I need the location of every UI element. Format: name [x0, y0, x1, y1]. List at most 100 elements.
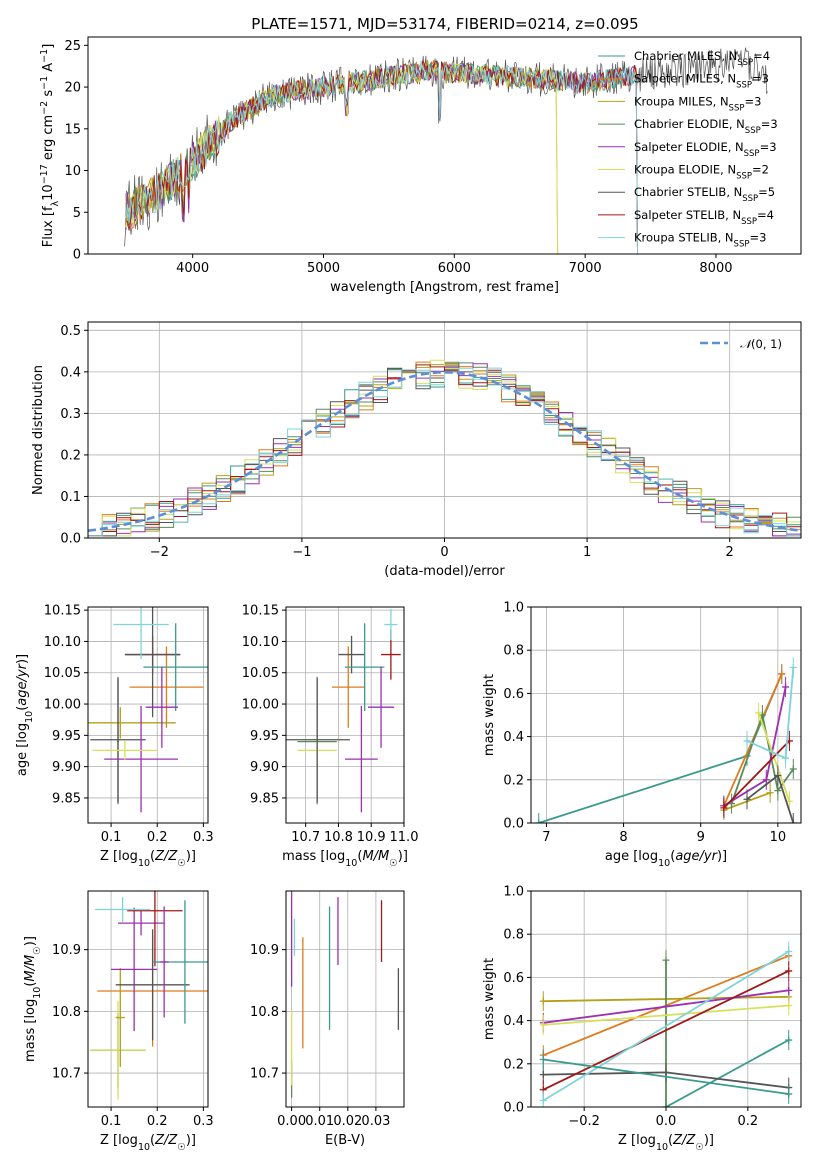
- histogram-series-line: [88, 367, 801, 537]
- y-axis-label: Flux [fλ10−17 erg cm−2 s−1 A−1]: [39, 44, 61, 248]
- x-tick-label: 7: [542, 830, 550, 845]
- figure-title: PLATE=1571, MJD=53174, FIBERID=0214, z=0…: [251, 15, 638, 33]
- weight-lines: [535, 657, 797, 823]
- normal-reference-curve: [88, 370, 801, 532]
- errorbar-point: [159, 906, 169, 1018]
- panel-mass-weight-vs-Z: −0.2 0.0 0.2 0.0 0.2 0.4 0.6 0.8 1.0 Z [log10(Z/Z…: [482, 885, 802, 1153]
- y-tick-label: 10: [64, 164, 81, 179]
- plot-frame: [87, 606, 209, 824]
- y-axis-label: Normed distribution: [31, 365, 46, 495]
- x-tick-label: 4000: [176, 261, 209, 276]
- x-axis-label: mass [log10(M/M☉)]: [282, 849, 408, 869]
- y-tick-label: 9.95: [52, 729, 81, 744]
- errorbar-point: [90, 1000, 146, 1100]
- y-tick-label: 0.0: [60, 532, 81, 547]
- weight-series-line: [723, 686, 787, 807]
- errorbar-point: [345, 705, 378, 813]
- errorbar-point: [115, 929, 190, 1041]
- y-tick-label: 10.00: [44, 698, 81, 713]
- legend-entry-main: Salpeter MILES, N: [634, 72, 736, 86]
- y-axis-label-part: age/yr: [15, 662, 30, 705]
- y-tick-label: 0.2: [503, 1057, 524, 1072]
- y-axis-label: mass weight: [482, 958, 497, 1040]
- weight-series-line: [542, 950, 790, 1102]
- y-tick-label: 0.1: [60, 490, 81, 505]
- errorbar-points: [90, 891, 208, 1100]
- spectrum-series-line: [125, 60, 638, 254]
- x-axis-label-part: )]: [704, 1133, 714, 1148]
- histogram-lines: [88, 359, 801, 537]
- panel-mass-vs-Z: 0.1 0.2 0.310.710.810.9Z [log10(Z/Z☉)]mass…: [23, 890, 214, 1153]
- histogram-series-line: [88, 359, 801, 537]
- y-tick-label: 10.05: [242, 666, 279, 681]
- y-tick-label: 0.3: [60, 407, 81, 422]
- legend-entry-main: Salpeter ELODIE, N: [634, 140, 744, 154]
- x-axis-label-part: (: [670, 849, 675, 864]
- legend-entry: Kroupa MILES, NSSP=3: [634, 94, 761, 113]
- x-tick-label: 0.1: [101, 1114, 122, 1129]
- errorbar-point: [94, 897, 151, 922]
- x-tick-label: 0.3: [193, 1114, 214, 1129]
- legend-entry-tail: =3: [752, 72, 769, 86]
- y-tick-label: 0.2: [60, 448, 81, 463]
- y-tick-label: 10.05: [44, 666, 81, 681]
- y-tick-label: 5: [73, 206, 81, 221]
- panel-age-vs-Z: 0.1 0.2 0.3 9.85 9.90 9.95 10.00 10.05 10.10 10.1…: [15, 604, 214, 869]
- legend-entry-tail: =3: [761, 117, 778, 131]
- weight-series-line: [543, 1004, 789, 1026]
- panel-spectrum: 4000 5000 6000 7000 8000 0 5 10 15 20 25 wavelength…: [39, 36, 802, 295]
- errorbar-point: [90, 677, 146, 803]
- x-tick-label: −2: [150, 545, 169, 560]
- plots-layer: 4000 5000 6000 7000 80000510152025wavelength…: [15, 36, 802, 1153]
- y-axis-label-part: 10: [24, 711, 35, 723]
- errorbar-point: [92, 740, 158, 760]
- x-axis-label-part: Z [log: [100, 1133, 138, 1148]
- x-axis-label-part: 10: [656, 1142, 668, 1153]
- x-axis-label-part: )]: [186, 849, 196, 864]
- plot-frame: [530, 606, 802, 824]
- y-axis-label-part: ]: [41, 44, 56, 49]
- x-axis-label-part: Z/Z: [154, 849, 178, 864]
- legend-entry-sub: SSP: [729, 103, 745, 113]
- legend-entry-main: Chabrier MILES, N: [634, 49, 737, 63]
- x-axis-label-part: Z/Z: [154, 1133, 178, 1148]
- errorbar-points: [290, 891, 400, 1098]
- y-axis-label: age [log10(age/yr)]: [15, 654, 35, 776]
- legend-entry: Chabrier STELIB, NSSP=5: [634, 185, 775, 204]
- y-axis-label-part: A: [41, 63, 56, 76]
- y-axis-label-part: −17: [39, 164, 50, 184]
- y-axis-label-part: ☉: [32, 946, 43, 955]
- y-axis-label-part: age [log: [15, 723, 30, 776]
- errorbar-point: [143, 623, 208, 711]
- legend-entry-sub: SSP: [742, 194, 758, 204]
- legend-entry-sub: SSP: [737, 58, 753, 68]
- x-tick-label: 8: [619, 830, 627, 845]
- x-tick-label: 8000: [699, 261, 732, 276]
- legend-entry-sub: SSP: [744, 149, 760, 159]
- y-tick-label: 1.0: [503, 601, 524, 616]
- y-tick-label: 0.2: [503, 773, 524, 788]
- errorbar-points: [88, 607, 208, 813]
- x-axis-label-part: Z [log: [100, 849, 138, 864]
- x-axis-label-part: age/yr: [675, 849, 718, 864]
- y-tick-label: 9.95: [250, 729, 279, 744]
- y-tick-label: 9.85: [52, 791, 81, 806]
- weight-series-line: [723, 740, 791, 809]
- x-tick-label: 10.8: [324, 830, 353, 845]
- x-axis-label-part: M/M: [362, 849, 389, 864]
- x-axis-label-part: 10: [138, 858, 150, 869]
- legend-entry-sub: SSP: [736, 81, 752, 91]
- legend-entry-tail: =4: [757, 208, 774, 222]
- spectrum-series-line: [125, 60, 559, 254]
- x-tick-label: 10: [770, 830, 787, 845]
- x-axis-label-part: ☉: [177, 1142, 186, 1153]
- legend-entry: Salpeter STELIB, NSSP=4: [634, 208, 774, 227]
- weight-series-line: [543, 1058, 789, 1095]
- x-axis-label-part: (: [668, 1133, 673, 1148]
- x-tick-label: 0.2: [147, 830, 168, 845]
- weight-series-line: [730, 711, 795, 804]
- y-axis-label-part: −1: [39, 49, 50, 63]
- y-tick-label: 9.90: [52, 760, 81, 775]
